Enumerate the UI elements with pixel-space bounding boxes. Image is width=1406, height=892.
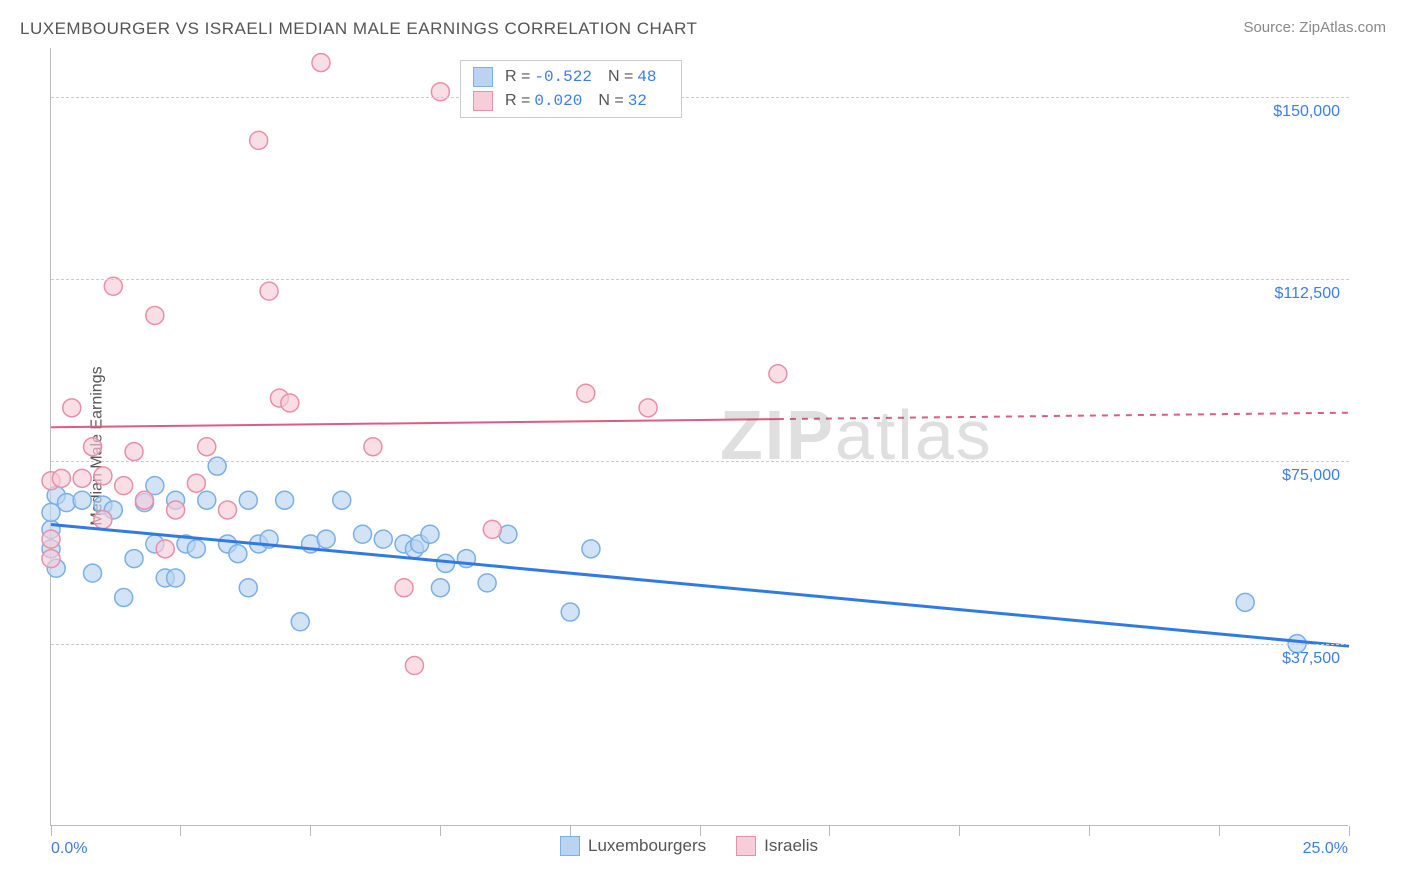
data-point <box>52 469 70 487</box>
data-point <box>146 306 164 324</box>
gridline <box>51 279 1349 280</box>
data-point <box>115 588 133 606</box>
x-tick <box>440 826 441 836</box>
x-tick <box>1349 826 1350 836</box>
x-tick-label: 0.0% <box>51 840 87 858</box>
data-point <box>769 365 787 383</box>
legend-series-label: Luxembourgers <box>588 836 706 856</box>
legend-series-label: Israelis <box>764 836 818 856</box>
data-point <box>374 530 392 548</box>
data-point <box>94 467 112 485</box>
data-point <box>1236 593 1254 611</box>
x-tick-label: 25.0% <box>1303 840 1348 858</box>
x-tick <box>180 826 181 836</box>
data-point <box>281 394 299 412</box>
data-point <box>167 501 185 519</box>
data-point <box>73 491 91 509</box>
data-point <box>94 511 112 529</box>
data-point <box>208 457 226 475</box>
data-point <box>431 83 449 101</box>
data-point <box>639 399 657 417</box>
series-legend: Luxembourgers Israelis <box>560 836 818 856</box>
data-point <box>42 530 60 548</box>
data-point <box>229 545 247 563</box>
data-point <box>276 491 294 509</box>
legend-correlation-row: R =0.020N =32 <box>473 89 669 113</box>
legend-swatch <box>473 67 493 87</box>
data-point <box>354 525 372 543</box>
data-point <box>198 438 216 456</box>
chart-title: LUXEMBOURGER VS ISRAELI MEDIAN MALE EARN… <box>20 19 697 39</box>
legend-stats: R =-0.522N =48 <box>501 68 669 86</box>
x-tick <box>51 826 52 836</box>
correlation-legend: R =-0.522N =48 R =0.020N =32 <box>460 60 682 118</box>
source-label: Source: ZipAtlas.com <box>1243 19 1386 36</box>
legend-series-item: Israelis <box>736 836 818 856</box>
data-point <box>483 520 501 538</box>
plot-area: $37,500$75,000$112,500$150,0000.0%25.0% <box>50 48 1348 826</box>
data-point <box>125 550 143 568</box>
y-tick-label: $112,500 <box>1274 285 1340 303</box>
x-tick <box>570 826 571 836</box>
data-point <box>364 438 382 456</box>
x-tick <box>1219 826 1220 836</box>
data-point <box>84 564 102 582</box>
data-point <box>478 574 496 592</box>
data-point <box>561 603 579 621</box>
data-point <box>84 438 102 456</box>
legend-swatch <box>473 91 493 111</box>
data-point <box>125 443 143 461</box>
data-point <box>291 613 309 631</box>
data-point <box>317 530 335 548</box>
y-tick-label: $150,000 <box>1273 103 1340 121</box>
x-tick <box>700 826 701 836</box>
data-point <box>260 282 278 300</box>
data-point <box>187 540 205 558</box>
data-point <box>135 491 153 509</box>
data-point <box>219 501 237 519</box>
y-tick-label: $37,500 <box>1282 650 1340 668</box>
data-point <box>187 474 205 492</box>
data-point <box>63 399 81 417</box>
gridline <box>51 644 1349 645</box>
legend-swatch <box>736 836 756 856</box>
y-tick-label: $75,000 <box>1282 467 1340 485</box>
x-tick <box>829 826 830 836</box>
data-point <box>239 579 257 597</box>
data-point <box>73 469 91 487</box>
data-point <box>333 491 351 509</box>
data-point <box>198 491 216 509</box>
x-tick <box>959 826 960 836</box>
data-point <box>582 540 600 558</box>
gridline <box>51 461 1349 462</box>
data-point <box>115 477 133 495</box>
gridline <box>51 97 1349 98</box>
legend-swatch <box>560 836 580 856</box>
data-point <box>167 569 185 587</box>
trend-line-dashed <box>778 413 1349 419</box>
data-point <box>250 131 268 149</box>
data-point <box>421 525 439 543</box>
legend-correlation-row: R =-0.522N =48 <box>473 65 669 89</box>
data-point <box>395 579 413 597</box>
trend-line <box>51 419 778 427</box>
data-point <box>577 384 595 402</box>
x-tick <box>310 826 311 836</box>
data-point <box>405 657 423 675</box>
data-point <box>156 540 174 558</box>
data-point <box>42 550 60 568</box>
data-point <box>431 579 449 597</box>
x-tick <box>1089 826 1090 836</box>
legend-series-item: Luxembourgers <box>560 836 706 856</box>
data-point <box>239 491 257 509</box>
scatter-svg <box>51 48 1349 826</box>
data-point <box>312 54 330 72</box>
data-point <box>42 503 60 521</box>
legend-stats: R =0.020N =32 <box>501 92 659 110</box>
